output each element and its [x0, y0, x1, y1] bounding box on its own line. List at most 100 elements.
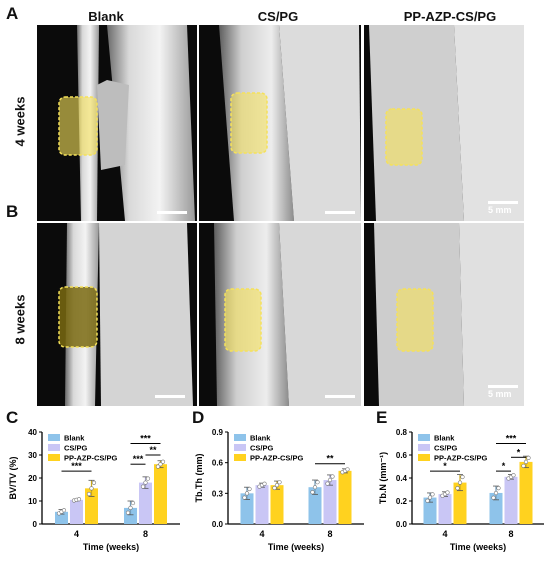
- data-point: [445, 490, 450, 495]
- data-point: [155, 464, 161, 469]
- bar: [423, 497, 437, 524]
- data-point: [274, 483, 280, 488]
- panel-label-c: C: [6, 408, 19, 427]
- panel-label-e: E: [376, 408, 388, 427]
- bar: [323, 480, 337, 524]
- data-point: [125, 510, 131, 515]
- y-tick-label: 0.2: [396, 497, 408, 506]
- x-tick-label: 8: [327, 529, 332, 539]
- data-point: [140, 484, 146, 489]
- data-point: [76, 497, 82, 502]
- legend-swatch: [418, 444, 430, 451]
- data-point: [262, 481, 267, 486]
- column-title-ppazp: PP-AZP-CS/PG: [403, 9, 497, 24]
- data-point: [315, 480, 320, 485]
- legend-swatch: [48, 454, 60, 461]
- chart-tb-n: 0.0 0.2 0.4 0.6 0.8 Tb.N (mm⁻¹) Time (weeks) 4 8…: [370, 420, 550, 560]
- legend-swatch: [234, 444, 246, 451]
- scale-bar-label: 5 mm: [488, 205, 512, 215]
- y-tick-label: 0: [33, 520, 38, 529]
- chart-tb-th: 0.0 0.3 0.6 0.9 Tb.Th (mm) Time (weeks) 4 8 ** Bl…: [186, 420, 370, 560]
- y-axis-label: Tb.Th (mm): [194, 454, 204, 503]
- data-point: [145, 476, 151, 481]
- x-axis-label: Time (weeks): [268, 542, 324, 552]
- significance-label: ***: [71, 461, 82, 471]
- panel-label-d: D: [192, 408, 205, 427]
- significance-label: ***: [140, 434, 151, 444]
- scale-bar: [155, 395, 185, 398]
- data-point: [242, 495, 247, 500]
- significance-label: *: [443, 461, 447, 471]
- y-tick-label: 0.0: [212, 520, 224, 529]
- data-point: [91, 480, 97, 485]
- bar: [240, 493, 254, 524]
- data-point: [325, 481, 330, 486]
- significance-label: ***: [506, 434, 517, 444]
- legend-swatch: [48, 444, 60, 451]
- data-point: [272, 485, 277, 491]
- bar: [270, 485, 284, 524]
- y-axis-label: BV/TV (%): [8, 456, 18, 499]
- legend-label: Blank: [250, 434, 271, 443]
- column-title-blank: Blank: [88, 9, 124, 24]
- significance-label: **: [326, 454, 334, 464]
- legend-label: PP-AZP-CS/PG: [64, 454, 118, 463]
- microct-image-blank-4w: [37, 25, 197, 221]
- legend-label: Blank: [64, 434, 85, 443]
- legend-label: CS/PG: [434, 444, 458, 453]
- data-point: [89, 486, 94, 491]
- data-point: [511, 473, 516, 478]
- x-tick-label: 8: [508, 529, 513, 539]
- microct-image-ppazp-4w: 5 mm: [364, 25, 524, 221]
- bar: [519, 461, 533, 524]
- panel-label-a: A: [6, 4, 19, 23]
- data-point: [244, 491, 250, 496]
- y-tick-label: 0.9: [212, 428, 224, 437]
- row-label-8-weeks: 8 weeks: [12, 294, 28, 345]
- data-point: [247, 486, 252, 492]
- bar: [489, 492, 503, 524]
- microct-image-cspg-4w: [199, 25, 361, 221]
- data-point: [128, 505, 133, 510]
- significance-label: ***: [133, 454, 144, 464]
- x-tick-label: 4: [74, 529, 79, 539]
- y-tick-label: 0.8: [396, 428, 408, 437]
- column-title-cspg: CS/PG: [257, 9, 299, 24]
- bar: [453, 482, 467, 524]
- data-point: [430, 492, 435, 497]
- data-point: [86, 491, 92, 497]
- microct-image-cspg-8w: [199, 223, 361, 406]
- data-point: [143, 480, 148, 485]
- data-point: [61, 508, 67, 513]
- legend-swatch: [48, 434, 60, 441]
- data-point: [496, 486, 501, 491]
- legend-label: CS/PG: [64, 444, 88, 453]
- bar: [70, 499, 83, 524]
- row-label-4-weeks: 4 weeks: [12, 96, 28, 147]
- y-tick-label: 10: [28, 497, 37, 506]
- data-point: [491, 495, 496, 500]
- y-tick-label: 0.0: [396, 520, 408, 529]
- microct-image-blank-8w: [37, 223, 197, 406]
- bar: [338, 470, 352, 524]
- data-point: [457, 480, 463, 485]
- y-tick-label: 20: [28, 474, 37, 483]
- data-point: [523, 459, 529, 465]
- x-tick-label: 4: [259, 529, 264, 539]
- data-point: [460, 474, 465, 480]
- y-tick-label: 0.4: [396, 474, 408, 483]
- bar: [504, 476, 518, 524]
- data-point: [493, 490, 499, 496]
- legend-label: Blank: [434, 434, 455, 443]
- scale-bar-label: 5 mm: [488, 389, 512, 399]
- x-axis-label: Time (weeks): [450, 542, 506, 552]
- scale-bar: [325, 395, 355, 398]
- significance-label: *: [502, 461, 506, 471]
- data-point: [427, 495, 433, 500]
- data-point: [455, 486, 460, 491]
- x-tick-label: 4: [442, 529, 447, 539]
- bar: [255, 485, 269, 524]
- bar: [154, 464, 167, 524]
- data-point: [130, 500, 136, 506]
- y-axis-label: Tb.N (mm⁻¹): [378, 452, 388, 504]
